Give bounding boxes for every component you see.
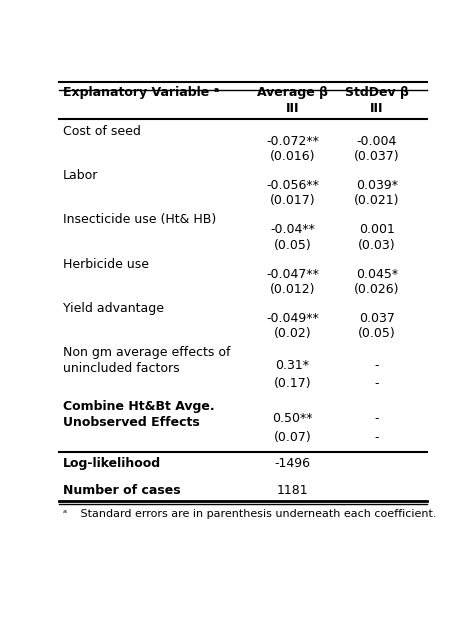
Text: (0.03): (0.03) bbox=[358, 238, 396, 251]
Text: StdDev β: StdDev β bbox=[345, 86, 409, 99]
Text: -0.072**: -0.072** bbox=[266, 135, 319, 148]
Text: Average β: Average β bbox=[257, 86, 328, 99]
Text: (0.07): (0.07) bbox=[273, 431, 311, 444]
Text: 0.001: 0.001 bbox=[359, 223, 395, 236]
Text: Insecticide use (Ht& HB): Insecticide use (Ht& HB) bbox=[63, 214, 216, 227]
Text: -0.047**: -0.047** bbox=[266, 268, 319, 281]
Text: 0.50**: 0.50** bbox=[272, 412, 313, 425]
Text: -: - bbox=[375, 359, 379, 372]
Text: (0.026): (0.026) bbox=[354, 283, 400, 296]
Text: III: III bbox=[370, 102, 384, 115]
Text: -: - bbox=[375, 431, 379, 444]
Text: Cost of seed: Cost of seed bbox=[63, 125, 141, 138]
Text: (0.037): (0.037) bbox=[354, 150, 400, 163]
Text: -: - bbox=[375, 412, 379, 425]
Text: Unobserved Effects: Unobserved Effects bbox=[63, 415, 200, 428]
Text: Labor: Labor bbox=[63, 169, 98, 182]
Text: 0.037: 0.037 bbox=[359, 312, 395, 325]
Text: Herbicide use: Herbicide use bbox=[63, 258, 149, 271]
Text: -1496: -1496 bbox=[274, 457, 310, 470]
Text: ᵃ: ᵃ bbox=[63, 509, 67, 519]
Text: (0.021): (0.021) bbox=[354, 194, 400, 207]
Text: (0.17): (0.17) bbox=[273, 377, 311, 390]
Text: (0.016): (0.016) bbox=[270, 150, 315, 163]
Text: -0.049**: -0.049** bbox=[266, 312, 319, 325]
Text: Log-likelihood: Log-likelihood bbox=[63, 457, 161, 470]
Text: Yield advantage: Yield advantage bbox=[63, 302, 164, 315]
Text: -0.056**: -0.056** bbox=[266, 179, 319, 192]
Text: -0.004: -0.004 bbox=[357, 135, 397, 148]
Text: -: - bbox=[375, 377, 379, 390]
Text: 0.31*: 0.31* bbox=[275, 359, 310, 372]
Text: Standard errors are in parenthesis underneath each coefficient.: Standard errors are in parenthesis under… bbox=[77, 509, 437, 519]
Text: Combine Ht&Bt Avge.: Combine Ht&Bt Avge. bbox=[63, 400, 215, 413]
Text: (0.012): (0.012) bbox=[270, 283, 315, 296]
Text: 1181: 1181 bbox=[277, 484, 308, 497]
Text: III: III bbox=[286, 102, 299, 115]
Text: (0.017): (0.017) bbox=[270, 194, 315, 207]
Text: unincluded factors: unincluded factors bbox=[63, 362, 180, 375]
Text: (0.05): (0.05) bbox=[358, 327, 396, 340]
Text: 0.045*: 0.045* bbox=[356, 268, 398, 281]
Text: Non gm average effects of: Non gm average effects of bbox=[63, 347, 230, 360]
Text: (0.05): (0.05) bbox=[273, 238, 311, 251]
Text: Explanatory Variable ᵃ: Explanatory Variable ᵃ bbox=[63, 86, 219, 99]
Text: 0.039*: 0.039* bbox=[356, 179, 398, 192]
Text: (0.02): (0.02) bbox=[273, 327, 311, 340]
Text: -0.04**: -0.04** bbox=[270, 223, 315, 236]
Text: Number of cases: Number of cases bbox=[63, 484, 181, 497]
